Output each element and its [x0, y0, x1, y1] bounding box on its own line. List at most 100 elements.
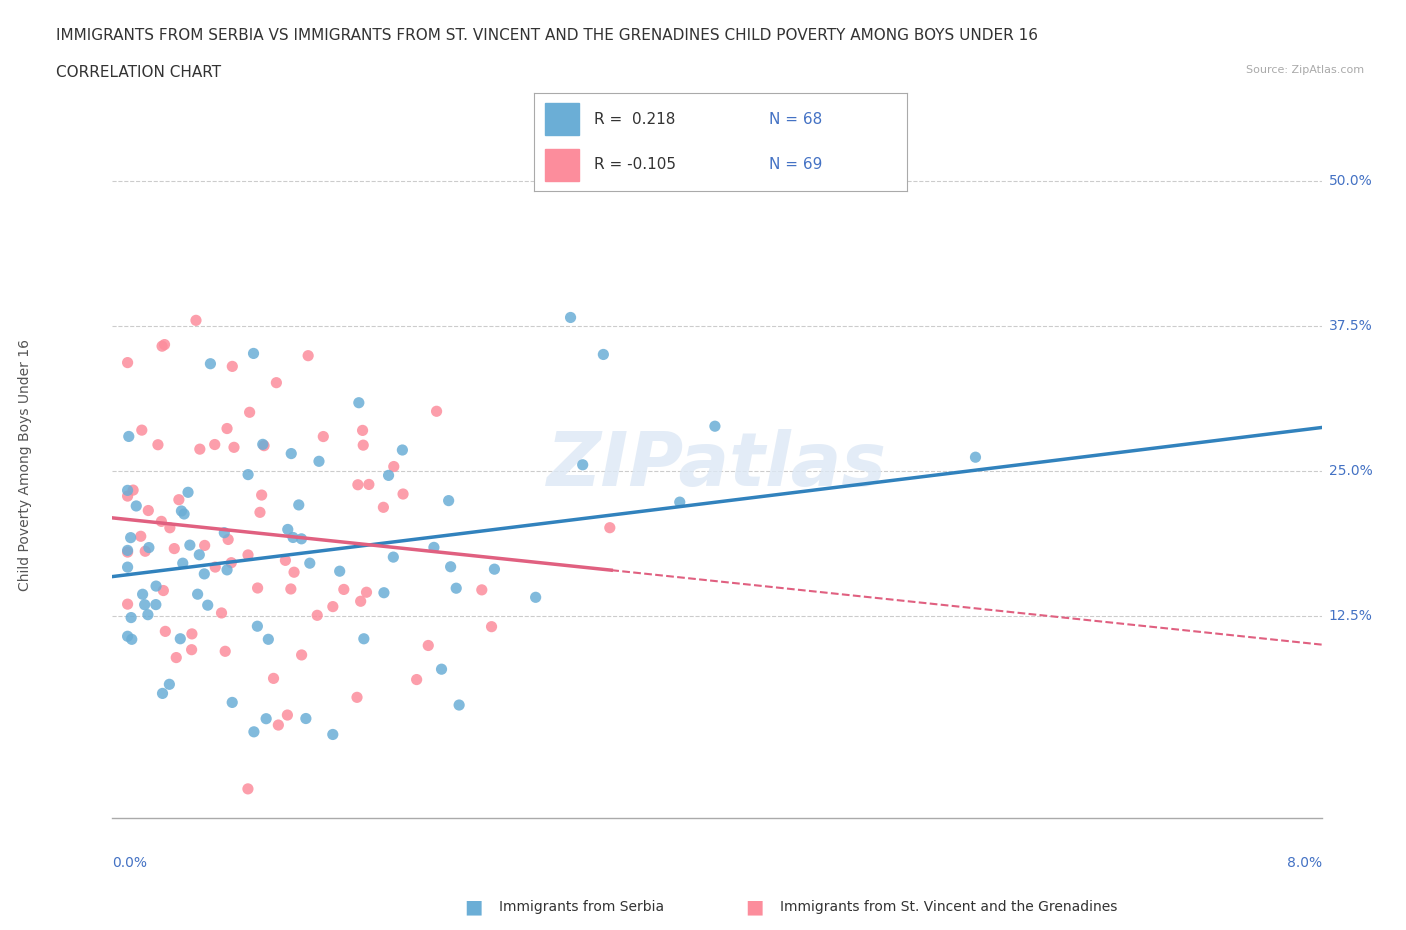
Text: R =  0.218: R = 0.218: [593, 112, 675, 126]
Text: 25.0%: 25.0%: [1329, 464, 1372, 478]
Point: [221, 555, 243, 570]
Point: [138, 540, 160, 555]
Point: [440, 559, 463, 574]
Point: [150, 514, 173, 529]
Point: [214, 525, 236, 540]
Point: [253, 438, 276, 453]
Point: [246, 618, 269, 633]
Point: [194, 538, 217, 552]
Point: [170, 503, 193, 518]
Point: [274, 553, 297, 568]
Point: [263, 671, 285, 685]
Point: [252, 437, 274, 452]
Point: [356, 585, 378, 600]
Point: [117, 483, 139, 498]
Point: [121, 631, 143, 646]
Point: [152, 583, 174, 598]
Point: [290, 531, 312, 546]
Point: [312, 429, 335, 444]
Bar: [546, 103, 579, 135]
Point: [280, 581, 302, 596]
Point: [150, 339, 173, 353]
Point: [524, 590, 547, 604]
Point: [347, 477, 370, 492]
Point: [449, 698, 471, 712]
Point: [118, 429, 141, 444]
Point: [287, 498, 309, 512]
Point: [418, 638, 440, 653]
Point: [122, 483, 145, 498]
Point: [281, 530, 304, 545]
Point: [145, 597, 167, 612]
Point: [423, 540, 446, 555]
Point: [180, 627, 202, 642]
Point: [350, 594, 373, 609]
Point: [405, 672, 427, 687]
Text: 37.5%: 37.5%: [1329, 319, 1372, 333]
Point: [163, 541, 186, 556]
Point: [250, 487, 273, 502]
Point: [291, 647, 314, 662]
Point: [243, 724, 266, 739]
Point: [200, 356, 222, 371]
Point: [352, 438, 374, 453]
Point: [280, 446, 302, 461]
Point: [215, 563, 238, 578]
Point: [180, 643, 202, 658]
Point: [136, 503, 159, 518]
Text: IMMIGRANTS FROM SERBIA VS IMMIGRANTS FROM ST. VINCENT AND THE GRENADINES CHILD P: IMMIGRANTS FROM SERBIA VS IMMIGRANTS FRO…: [56, 28, 1038, 43]
Point: [155, 624, 177, 639]
Point: [120, 610, 142, 625]
Point: [179, 538, 201, 552]
Point: [146, 437, 169, 452]
Point: [246, 580, 269, 595]
Point: [177, 485, 200, 499]
Point: [965, 450, 987, 465]
Point: [333, 582, 356, 597]
Point: [257, 631, 280, 646]
Point: [204, 560, 226, 575]
Point: [373, 585, 395, 600]
Point: [153, 338, 176, 352]
Point: [172, 556, 194, 571]
Point: [308, 454, 330, 469]
Text: 50.0%: 50.0%: [1329, 174, 1372, 188]
Text: ■: ■: [745, 897, 763, 916]
Point: [295, 711, 318, 726]
Point: [347, 395, 370, 410]
Point: [214, 644, 236, 658]
Point: [571, 458, 593, 472]
Point: [188, 548, 211, 563]
Point: [152, 686, 174, 701]
Point: [329, 564, 352, 578]
Point: [298, 556, 321, 571]
Point: [276, 708, 298, 723]
Point: [592, 347, 614, 362]
Point: [391, 443, 413, 458]
Text: 12.5%: 12.5%: [1329, 608, 1372, 622]
Point: [134, 544, 156, 559]
Point: [373, 499, 395, 514]
Point: [159, 521, 181, 536]
Point: [382, 459, 405, 474]
Point: [668, 495, 690, 510]
Point: [145, 578, 167, 593]
Point: [131, 587, 153, 602]
Text: Child Poverty Among Boys Under 16: Child Poverty Among Boys Under 16: [18, 339, 32, 591]
Point: [117, 597, 139, 612]
Point: [560, 310, 582, 325]
Point: [377, 468, 399, 483]
Point: [346, 690, 368, 705]
Point: [129, 529, 152, 544]
Point: [322, 599, 344, 614]
Point: [426, 404, 449, 418]
Point: [236, 548, 259, 563]
Point: [204, 437, 226, 452]
Point: [188, 442, 211, 457]
Point: [215, 421, 238, 436]
Point: [125, 498, 148, 513]
Point: [221, 695, 243, 710]
Point: [382, 550, 405, 565]
Point: [134, 597, 156, 612]
Point: [392, 486, 415, 501]
